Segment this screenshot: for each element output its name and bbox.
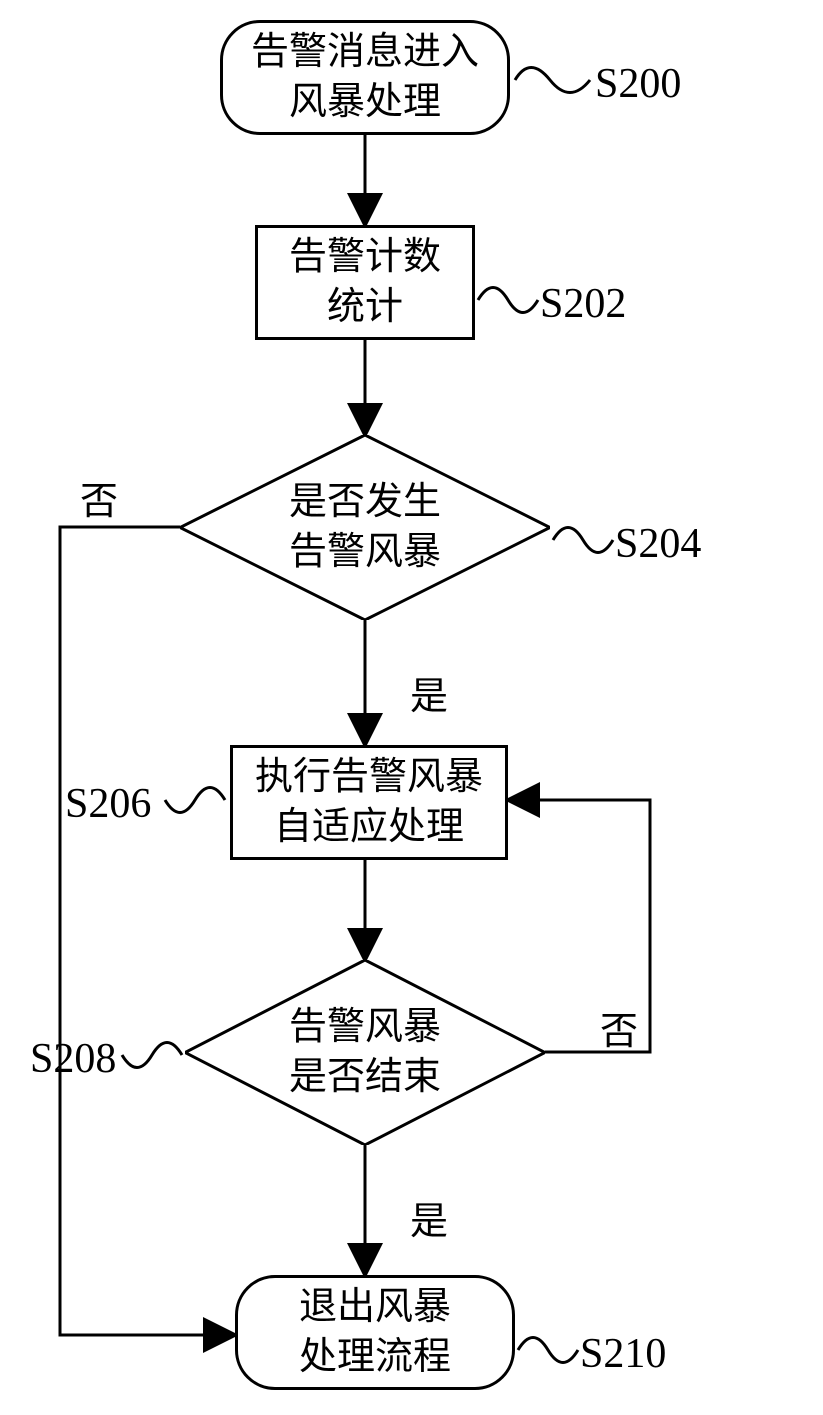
label-s202: S202 xyxy=(540,280,626,328)
count-line2: 统计 xyxy=(289,283,441,332)
edge-yes1: 是 xyxy=(410,665,448,720)
end-check-line1: 告警风暴 xyxy=(289,1003,441,1052)
storm-check-node: 是否发生 告警风暴 xyxy=(180,435,550,620)
exit-line1: 退出风暴 xyxy=(299,1283,451,1332)
count-line1: 告警计数 xyxy=(289,233,441,282)
start-line1: 告警消息进入 xyxy=(251,28,479,77)
end-check-line2: 是否结束 xyxy=(289,1053,441,1102)
edge-no2: 否 xyxy=(600,1000,638,1055)
adaptive-node: 执行告警风暴 自适应处理 xyxy=(230,745,508,860)
label-s200: S200 xyxy=(595,60,681,108)
label-s208: S208 xyxy=(30,1035,116,1083)
edge-no1: 否 xyxy=(80,470,118,525)
start-line2: 风暴处理 xyxy=(251,78,479,127)
count-node: 告警计数 统计 xyxy=(255,225,475,340)
adaptive-line2: 自适应处理 xyxy=(255,803,483,852)
storm-check-line1: 是否发生 xyxy=(289,478,441,527)
label-s206: S206 xyxy=(65,780,151,828)
exit-node: 退出风暴 处理流程 xyxy=(235,1275,515,1390)
label-s210: S210 xyxy=(580,1330,666,1378)
adaptive-line1: 执行告警风暴 xyxy=(255,753,483,802)
label-s204: S204 xyxy=(615,520,701,568)
edge-yes2: 是 xyxy=(410,1190,448,1245)
start-node: 告警消息进入 风暴处理 xyxy=(220,20,510,135)
storm-check-line2: 告警风暴 xyxy=(289,528,441,577)
exit-line2: 处理流程 xyxy=(299,1333,451,1382)
end-check-node: 告警风暴 是否结束 xyxy=(185,960,545,1145)
